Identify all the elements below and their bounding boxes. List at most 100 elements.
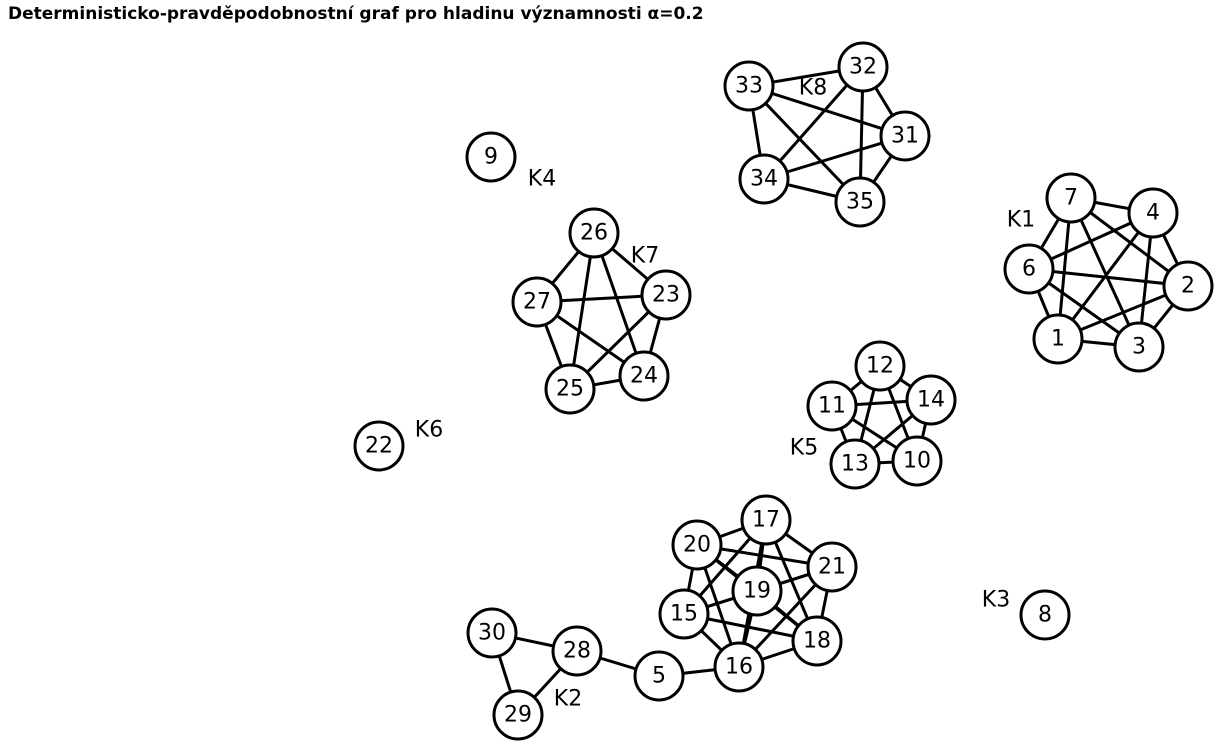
node-circle [1113,321,1165,373]
node-25: 25 [544,363,596,415]
node-23: 23 [640,269,692,321]
node-24: 24 [618,350,670,402]
node-5: 5 [633,650,685,702]
node-13: 13 [829,438,881,490]
node-label: 4 [1146,201,1160,226]
node-label: 30 [478,621,506,646]
node-label: 9 [484,145,498,170]
node-label: 5 [652,664,666,689]
node-label: 20 [683,533,711,558]
node-circle [740,494,792,546]
node-label: 34 [750,167,778,192]
node-circle [511,276,563,328]
node-3: 3 [1113,321,1165,373]
node-circle [731,565,783,617]
node-27: 27 [511,276,563,328]
node-circle [1019,589,1071,641]
node-circle [905,374,957,426]
node-14: 14 [905,374,957,426]
node-circle [829,438,881,490]
node-15: 15 [658,588,710,640]
node-circle [806,541,858,593]
node-circle [568,207,620,259]
node-label: 13 [841,452,869,477]
node-28: 28 [551,625,603,677]
node-circle [465,131,517,183]
node-34: 34 [738,153,790,205]
node-label: 12 [866,354,894,379]
node-30: 30 [466,607,518,659]
node-label: 35 [846,190,874,215]
edge-33-31 [748,84,906,138]
node-circle [891,435,943,487]
node-label: 32 [849,55,877,80]
node-9: 9 [465,131,517,183]
node-10: 10 [891,435,943,487]
node-label: 7 [1064,186,1078,211]
cluster-label-k1: K1 [1007,208,1035,233]
node-label: 33 [735,74,763,99]
node-1: 1 [1032,313,1084,365]
node-circle [806,380,858,432]
node-circle [1032,313,1084,365]
node-label: 26 [580,221,608,246]
node-label: 31 [891,124,919,149]
node-label: 16 [725,655,753,680]
node-circle [353,420,405,472]
cluster-label-k6: K6 [415,418,443,443]
cluster-label-k2: K2 [554,687,582,712]
node-circle [1045,172,1097,224]
node-7: 7 [1045,172,1097,224]
node-label: 15 [670,602,698,627]
node-2: 2 [1162,260,1214,312]
node-label: 8 [1038,603,1052,628]
node-circle [492,689,544,741]
node-label: 11 [818,394,846,419]
cluster-label-k8: K8 [799,76,827,101]
cluster-labels-layer: K1 K2 K3 K4 K5 K6 K7 K8 [415,76,1035,712]
node-circle [879,110,931,162]
node-17: 17 [740,494,792,546]
node-11: 11 [806,380,858,432]
node-label: 28 [563,639,591,664]
graph-title: Deterministicko-pravděpodobnostní graf p… [8,4,704,24]
node-label: 21 [818,555,846,580]
cluster-label-k4: K4 [528,167,556,192]
node-label: 3 [1132,335,1146,360]
node-circle [551,625,603,677]
node-label: 23 [652,283,680,308]
node-label: 14 [917,388,945,413]
cluster-label-k3: K3 [982,588,1010,613]
node-35: 35 [834,176,886,228]
node-32: 32 [837,41,889,93]
node-circle [658,588,710,640]
node-label: 17 [752,508,780,533]
node-29: 29 [492,689,544,741]
node-circle [618,350,670,402]
node-label: 6 [1022,257,1036,282]
cluster-label-k7: K7 [631,244,659,269]
edge-6-2 [1028,267,1189,288]
nodes-layer: 1234567891011121314151617181920212223242… [353,41,1214,741]
node-circle [723,60,775,112]
node-circle [1003,243,1055,295]
node-circle [1162,260,1214,312]
node-21: 21 [806,541,858,593]
node-circle [738,153,790,205]
node-6: 6 [1003,243,1055,295]
node-circle [834,176,886,228]
edge-26-25 [568,232,596,390]
node-label: 1 [1051,327,1065,352]
edge-33-35 [747,84,862,204]
node-label: 22 [365,434,393,459]
node-26: 26 [568,207,620,259]
node-circle [671,519,723,571]
node-33: 33 [723,60,775,112]
node-label: 18 [803,629,831,654]
node-4: 4 [1127,187,1179,239]
node-18: 18 [791,615,843,667]
node-circle [640,269,692,321]
node-label: 10 [903,449,931,474]
node-12: 12 [854,340,906,392]
